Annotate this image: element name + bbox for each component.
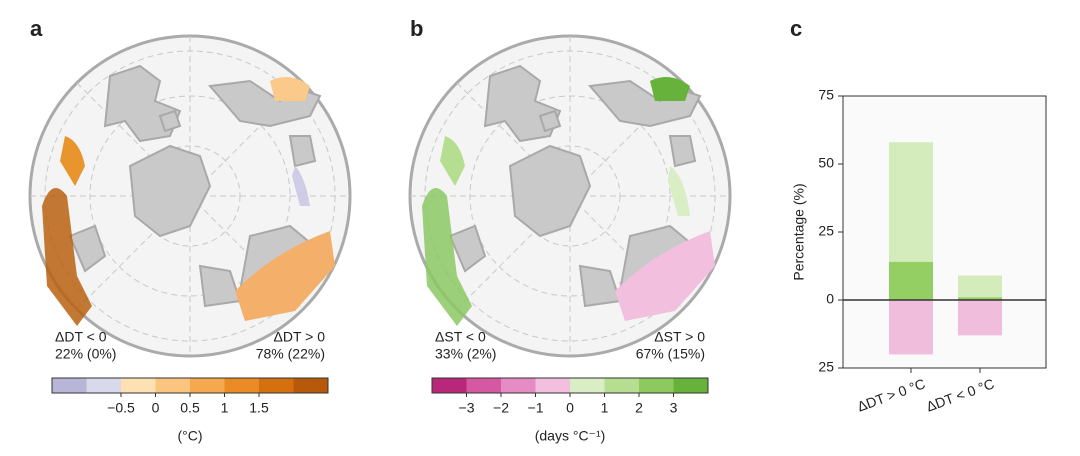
legend-label: ΔDT > 0 <box>273 329 325 345</box>
plot-area <box>842 95 1047 369</box>
legend-share: 22% (0%) <box>55 346 116 362</box>
map-panel <box>28 34 352 358</box>
panel-letter: c <box>790 16 802 41</box>
bar <box>889 261 933 300</box>
colorbar-segment <box>466 378 501 393</box>
y-tick-label: 75 <box>818 87 834 103</box>
data-patch <box>60 136 85 186</box>
colorbar-segment <box>259 378 294 393</box>
colorbar-label: (days °C⁻¹) <box>535 428 606 444</box>
panel-letter: b <box>410 16 423 41</box>
data-patch <box>292 166 310 206</box>
colorbar-segment <box>570 378 605 393</box>
x-tick-label: ΔDT < 0 °C <box>924 375 996 414</box>
y-tick-label: 50 <box>818 155 834 171</box>
bar <box>958 297 1002 300</box>
data-patch <box>270 77 310 101</box>
colorbar-segment <box>673 378 708 393</box>
data-patch <box>42 188 92 326</box>
colorbar-tick-label: 0 <box>566 400 574 416</box>
colorbar-tick-label: 0.5 <box>180 400 200 416</box>
y-tick-label: 0 <box>826 291 834 307</box>
data-patch <box>668 166 690 216</box>
colorbar-segment <box>639 378 674 393</box>
x-tick-label: ΔDT > 0 °C <box>855 375 927 414</box>
colorbar-tick-label: 1.5 <box>249 400 269 416</box>
bar <box>889 300 933 355</box>
colorbar-segment <box>224 378 259 393</box>
y-tick-label: 25 <box>818 359 834 375</box>
map-panel <box>408 34 732 358</box>
colorbar-label: (°C) <box>177 428 202 444</box>
colorbar-tick-label: 2 <box>635 400 643 416</box>
y-axis-label: Percentage (%) <box>791 183 807 280</box>
colorbar-tick-label: 3 <box>670 400 678 416</box>
colorbar-tick-label: 1 <box>601 400 609 416</box>
colorbar-segment <box>155 378 190 393</box>
bar <box>958 300 1002 336</box>
colorbar-tick-label: −2 <box>493 400 509 416</box>
colorbar-tick-label: −3 <box>459 400 475 416</box>
legend-share: 78% (22%) <box>256 346 325 362</box>
colorbar-segment <box>432 378 467 393</box>
bar <box>958 275 1002 300</box>
colorbar-segment <box>501 378 536 393</box>
colorbar-segment <box>535 378 570 393</box>
data-patch <box>422 188 472 326</box>
colorbar-segment <box>86 378 121 393</box>
panel-letter: a <box>30 16 43 41</box>
data-patch <box>235 231 335 321</box>
legend-label: ΔST > 0 <box>654 329 705 345</box>
colorbar-tick-label: −1 <box>528 400 544 416</box>
y-tick-label: 25 <box>818 223 834 239</box>
colorbar-segment <box>604 378 639 393</box>
data-patch <box>615 231 715 321</box>
colorbar-tick-label: 1 <box>221 400 229 416</box>
legend-label: ΔDT < 0 <box>55 329 107 345</box>
legend-share: 33% (2%) <box>435 346 496 362</box>
colorbar-tick-label: −0.5 <box>107 400 135 416</box>
legend-label: ΔST < 0 <box>435 329 486 345</box>
colorbar-segment <box>121 378 156 393</box>
colorbar-segment <box>190 378 225 393</box>
colorbar-segment <box>52 378 87 393</box>
legend-share: 67% (15%) <box>636 346 705 362</box>
colorbar-segment <box>293 378 328 393</box>
colorbar-tick-label: 0 <box>152 400 160 416</box>
data-patch <box>650 77 690 101</box>
data-patch <box>440 136 465 186</box>
